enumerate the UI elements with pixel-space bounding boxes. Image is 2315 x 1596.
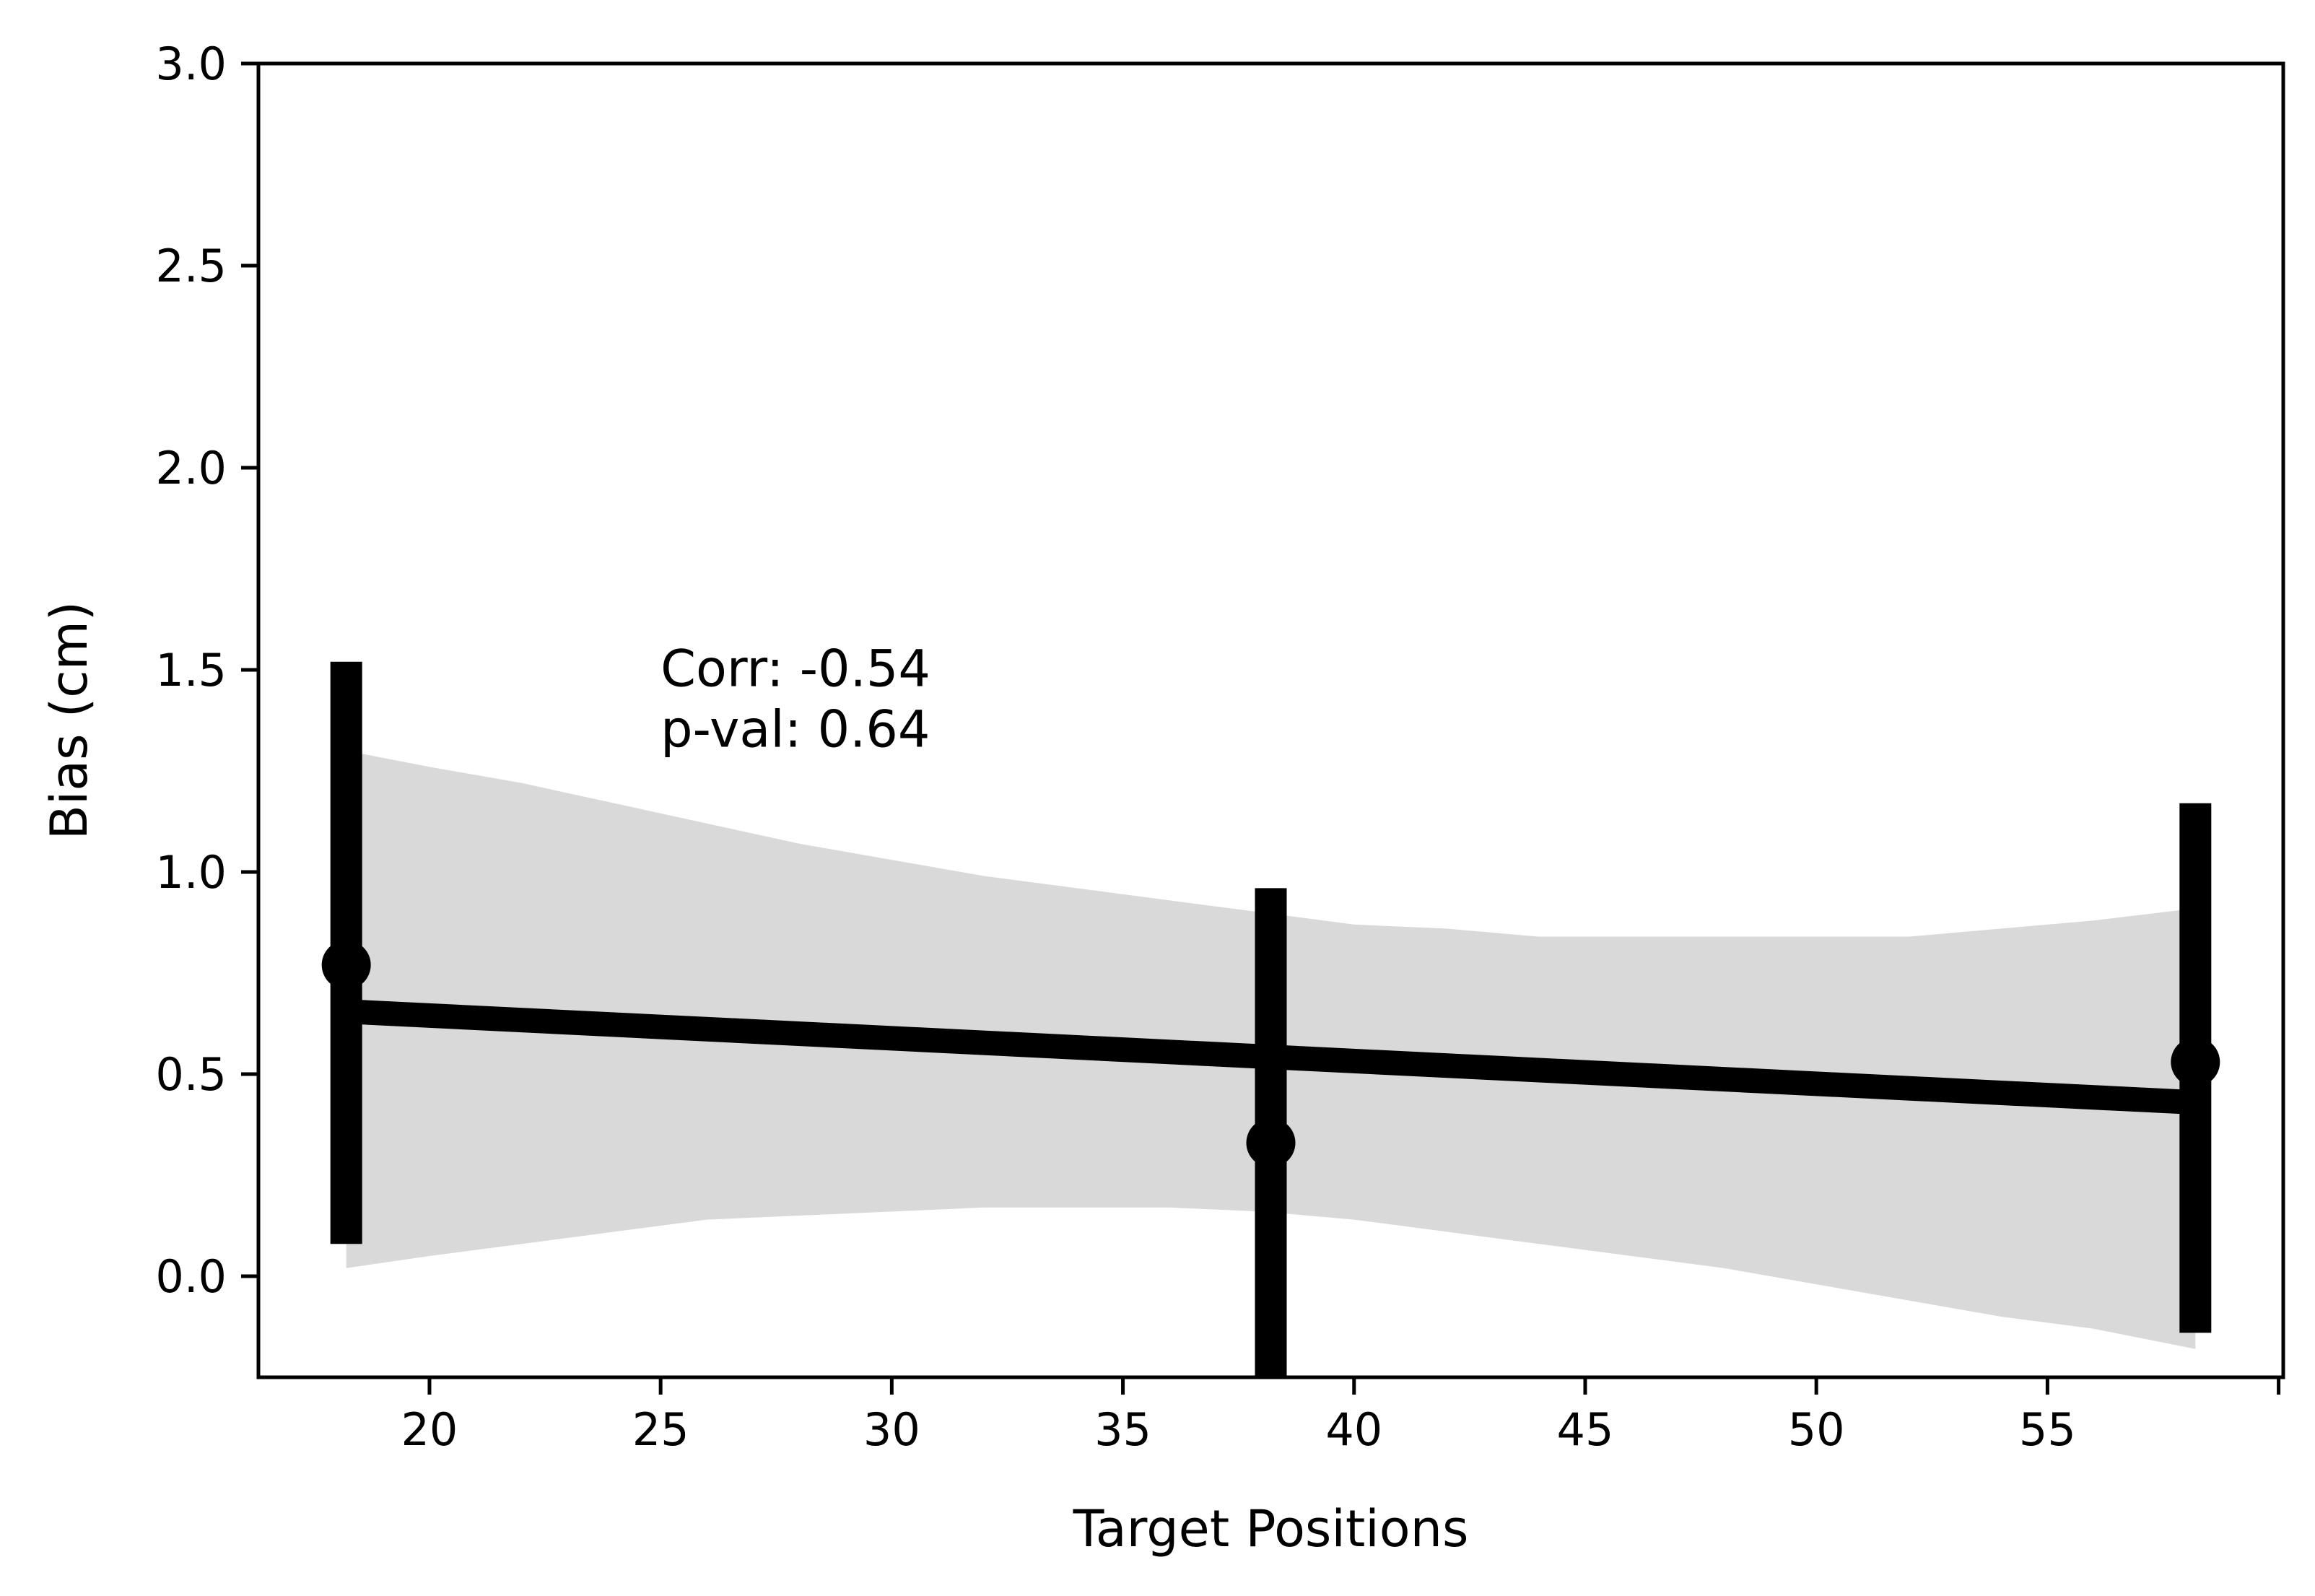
y-tick-label: 2.0	[155, 442, 227, 494]
x-tick-label: 25	[632, 1403, 689, 1456]
plot-frame	[256, 61, 2285, 1379]
y-tick-label: 0.5	[155, 1048, 227, 1101]
point-layer	[321, 940, 2220, 1168]
x-axis-ticks: 20 25 30 35 40 45 50 55	[401, 1377, 2281, 1456]
y-tick-label: 3.0	[155, 38, 227, 90]
data-point	[321, 940, 371, 990]
x-axis-label: Target Positions	[1073, 1499, 1469, 1558]
x-tick-label: 20	[401, 1403, 458, 1456]
data-point	[2171, 1037, 2220, 1087]
y-axis-label: Bias (cm)	[40, 601, 99, 840]
y-axis-ticks: 0.0 0.5 1.0 1.5 2.0 2.5 3.0	[155, 38, 258, 1303]
x-tick-label: 40	[1325, 1403, 1382, 1456]
p-value-annotation: p-val: 0.64	[661, 699, 930, 759]
x-tick-label: 55	[2019, 1403, 2076, 1456]
x-tick-label: 45	[1557, 1403, 1614, 1456]
x-tick-label: 50	[1788, 1403, 1845, 1456]
correlation-annotation: Corr: -0.54	[661, 639, 930, 698]
y-tick-label: 1.5	[155, 644, 227, 697]
data-point	[1246, 1118, 1296, 1168]
y-tick-label: 2.5	[155, 240, 227, 292]
y-tick-label: 0.0	[155, 1250, 227, 1303]
x-tick-label: 35	[1094, 1403, 1151, 1456]
y-tick-label: 1.0	[155, 846, 227, 899]
x-tick-label: 30	[863, 1403, 920, 1456]
